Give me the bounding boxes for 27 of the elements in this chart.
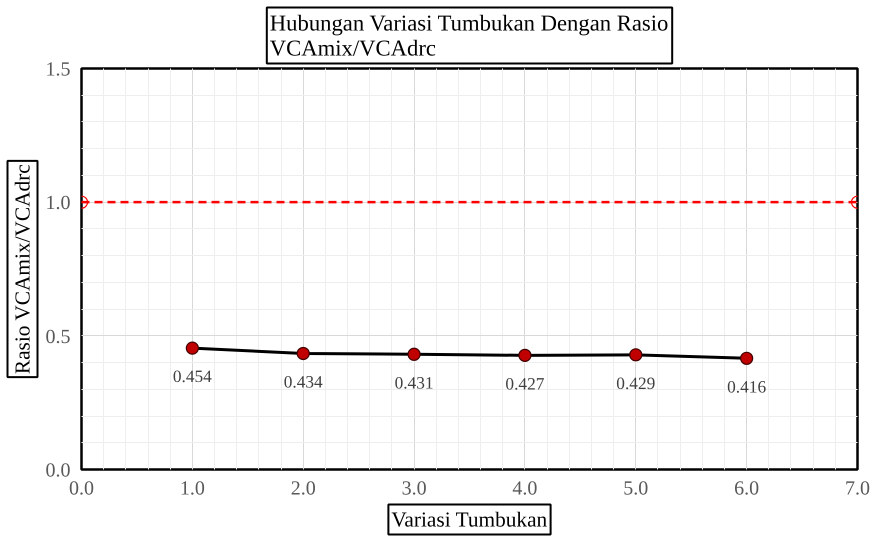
y-tick-label: 0.0 — [46, 460, 70, 482]
point — [407, 348, 421, 361]
x-axis-title: Variasi Tumbukan — [391, 508, 548, 532]
x-tick-label: 2.0 — [290, 478, 316, 500]
y-tick-label: 1.0 — [46, 192, 70, 214]
chart-title: Hubungan Variasi Tumbukan Dengan Rasio VCAmix/VCAdrc — [270, 10, 668, 60]
data-label: 0.431 — [394, 373, 434, 392]
point — [186, 342, 199, 355]
data-label: 0.434 — [284, 372, 324, 392]
x-tick-label: 0.0 — [69, 478, 94, 500]
y-tick-label: 0.5 — [46, 326, 70, 348]
point — [629, 348, 642, 362]
data-label: 0.454 — [172, 367, 212, 386]
y-axis-title: Rasio VCAmix/VCAdrc — [10, 164, 34, 374]
point — [518, 348, 532, 362]
data-label: 0.429 — [616, 374, 656, 393]
data-label: 0.427 — [505, 374, 545, 394]
x-tick-label: 4.0 — [512, 478, 538, 500]
point — [296, 346, 310, 360]
x-tick-label: 5.0 — [623, 478, 648, 500]
x-tick-label: 1.0 — [180, 478, 205, 500]
x-tick-label: 6.0 — [734, 478, 760, 500]
x-tick-label: 3.0 — [402, 478, 427, 500]
y-tick-label: 1.5 — [46, 58, 70, 80]
x-tick-label: 7.0 — [845, 478, 870, 500]
point — [740, 352, 754, 365]
data-label: 0.416 — [727, 377, 766, 396]
